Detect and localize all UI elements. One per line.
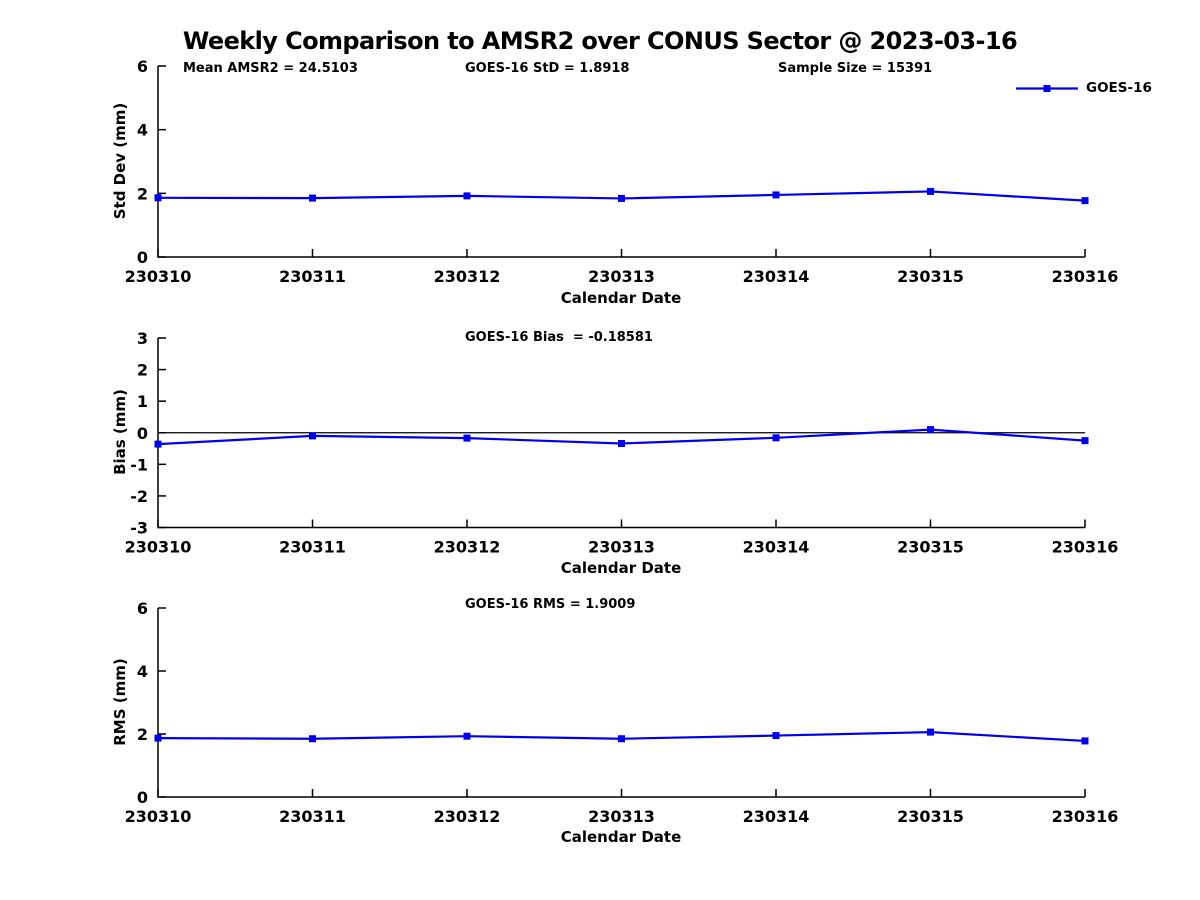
y-tick-label: 2 <box>137 725 148 744</box>
legend-marker-swatch <box>1043 85 1051 92</box>
data-marker <box>927 728 934 736</box>
data-marker <box>772 191 780 199</box>
xaxis-label-stddev-plot: Calendar Date <box>560 289 682 307</box>
y-tick-label: 6 <box>137 57 148 76</box>
data-marker <box>927 187 934 195</box>
y-tick-label: 2 <box>137 361 148 380</box>
y-tick-label: 1 <box>137 392 148 411</box>
x-tick-label: 230315 <box>897 807 964 826</box>
annotation-goes16-bias: GOES-16 Bias = -0.18581 <box>465 330 653 345</box>
data-marker <box>309 735 316 743</box>
x-tick-label: 230314 <box>743 538 810 557</box>
data-marker <box>1081 197 1089 205</box>
x-tick-label: 230312 <box>434 538 501 557</box>
annotation-goes16-rms: GOES-16 RMS = 1.9009 <box>465 597 636 612</box>
y-tick-label: 0 <box>137 248 148 267</box>
figure-title: Weekly Comparison to AMSR2 over CONUS Se… <box>182 27 1018 55</box>
data-marker <box>618 194 625 202</box>
y-tick-label: 2 <box>137 184 148 203</box>
yaxis-label-rms: RMS (mm) <box>111 658 129 746</box>
axis-lines <box>157 66 1085 258</box>
y-tick-label: 6 <box>137 599 148 618</box>
x-tick-label: 230315 <box>897 538 964 557</box>
x-tick-label: 230313 <box>588 267 655 286</box>
data-marker <box>618 735 625 743</box>
data-marker <box>772 732 780 740</box>
x-tick-label: 230316 <box>1052 267 1119 286</box>
data-marker <box>309 194 316 202</box>
yaxis-label-bias: Bias (mm) <box>111 389 129 475</box>
legend-label-goes16: GOES-16 <box>1086 80 1152 96</box>
x-tick-label: 230313 <box>588 538 655 557</box>
data-marker <box>154 194 162 202</box>
x-tick-label: 230316 <box>1052 807 1119 826</box>
x-tick-label: 230310 <box>125 267 192 286</box>
x-tick-label: 230311 <box>279 267 346 286</box>
x-tick-label: 230310 <box>125 807 192 826</box>
data-marker <box>1081 437 1089 445</box>
y-tick-label: 0 <box>137 788 148 807</box>
x-tick-label: 230312 <box>434 267 501 286</box>
annotation-goes16-std: GOES-16 StD = 1.8918 <box>465 61 630 76</box>
data-marker <box>927 426 934 434</box>
annotation-mean-amsr2: Mean AMSR2 = 24.5103 <box>183 61 358 76</box>
data-marker <box>618 439 625 447</box>
data-marker <box>154 734 162 742</box>
subplot-2: 0 2 4 6 230310 230311 230312 230313 230314 230315… <box>125 599 1119 826</box>
y-tick-label: -1 <box>130 455 148 474</box>
xaxis-label-rms-plot: Calendar Date <box>560 828 682 846</box>
x-tick-label: 230310 <box>125 538 192 557</box>
x-tick-label: 230314 <box>743 807 810 826</box>
xaxis-label-bias-plot: Calendar Date <box>560 559 682 577</box>
annotation-sample-size: Sample Size = 15391 <box>778 61 933 76</box>
data-marker <box>463 434 471 442</box>
x-tick-label: 230313 <box>588 807 655 826</box>
x-tick-label: 230315 <box>897 267 964 286</box>
x-tick-label: 230312 <box>434 807 501 826</box>
y-tick-label: 4 <box>137 121 148 140</box>
y-tick-label: 4 <box>137 662 148 681</box>
subplot-0: 0 2 4 6 230310 230311 230312 230313 230314 230315… <box>125 57 1119 286</box>
y-tick-label: 0 <box>137 424 148 443</box>
data-marker <box>463 732 471 740</box>
x-tick-label: 230316 <box>1052 538 1119 557</box>
data-marker <box>1081 737 1089 745</box>
data-marker <box>309 432 316 440</box>
axis-lines <box>157 608 1085 798</box>
x-tick-label: 230311 <box>279 807 346 826</box>
x-tick-label: 230311 <box>279 538 346 557</box>
data-marker <box>463 192 471 200</box>
y-tick-label: -2 <box>130 487 148 506</box>
x-tick-label: 230314 <box>743 267 810 286</box>
data-marker <box>154 440 162 448</box>
y-tick-label: -3 <box>130 519 148 538</box>
y-tick-label: 3 <box>137 329 148 348</box>
yaxis-label-stddev: Std Dev (mm) <box>111 102 129 220</box>
data-marker <box>772 434 780 442</box>
